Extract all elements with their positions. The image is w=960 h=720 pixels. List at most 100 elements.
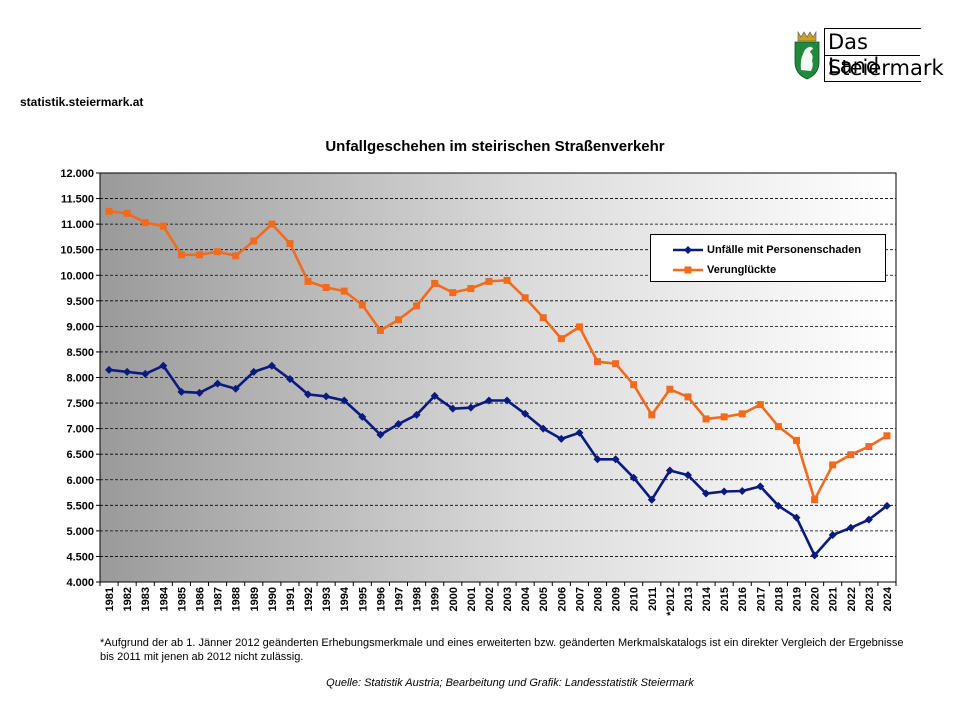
y-tick-label: 7.500 [66, 398, 94, 410]
x-tick-label: 2021 [828, 587, 840, 611]
data-point-unfaelle [575, 428, 584, 437]
x-tick-label: 1992 [303, 587, 315, 611]
data-point-unfaelle [376, 430, 385, 439]
data-point-verunglueckte [756, 401, 764, 409]
data-point-unfaelle [683, 471, 692, 480]
data-point-verunglueckte [774, 423, 782, 431]
y-axis: 4.000 4.500 5.000 5.500 6.000 6.500 7.000 7.500… [60, 168, 100, 589]
data-point-unfaelle [249, 367, 258, 376]
y-tick-label: 8.500 [66, 347, 94, 359]
data-point-verunglueckte [557, 335, 565, 343]
data-point-verunglueckte [738, 410, 746, 418]
data-point-unfaelle [231, 384, 240, 393]
x-tick-label: 1984 [158, 586, 170, 611]
x-tick-label: 2006 [556, 587, 568, 611]
data-point-unfaelle [484, 396, 493, 405]
data-point-unfaelle [738, 486, 747, 495]
data-point-verunglueckte [539, 314, 547, 322]
x-tick-label: 1987 [213, 587, 225, 611]
data-point-unfaelle [177, 387, 186, 396]
legend-item-verunglueckte: Verunglückte [651, 263, 885, 279]
data-point-verunglueckte [575, 323, 583, 331]
x-tick-label: 1982 [122, 587, 134, 611]
data-point-unfaelle [105, 365, 114, 374]
x-axis: 1981 1982 1983 1984 1985 1986 1987 1988 1989 1990… [99, 582, 897, 616]
data-point-unfaelle [448, 404, 457, 413]
x-tick-label: 1989 [249, 587, 261, 611]
x-tick-label: 1985 [176, 587, 188, 611]
data-point-verunglueckte [485, 277, 493, 285]
x-tick-label: 1991 [285, 587, 297, 611]
data-point-unfaelle [846, 523, 855, 532]
y-tick-label: 12.000 [60, 168, 94, 180]
x-tick-label: 2019 [792, 587, 804, 611]
data-point-verunglueckte [503, 276, 511, 284]
data-point-verunglueckte [340, 287, 348, 295]
data-point-verunglueckte [666, 385, 674, 393]
x-tick-label: 2011 [647, 587, 659, 611]
data-point-verunglueckte [594, 358, 601, 366]
x-tick-label: 1988 [231, 587, 243, 611]
data-point-verunglueckte [141, 219, 149, 227]
x-tick-label: 1999 [430, 587, 442, 611]
data-point-verunglueckte [232, 252, 240, 260]
x-tick-label: 2013 [683, 587, 695, 611]
data-point-verunglueckte [268, 220, 276, 228]
y-tick-label: 4.500 [66, 551, 94, 563]
x-tick-label: *2012 [665, 587, 677, 616]
data-point-verunglueckte [431, 279, 439, 287]
data-point-verunglueckte [793, 436, 800, 444]
data-point-verunglueckte [648, 411, 656, 419]
data-point-verunglueckte [865, 443, 873, 451]
data-point-unfaelle [593, 455, 602, 464]
data-point-unfaelle [430, 391, 439, 400]
x-tick-label: 2022 [846, 587, 858, 611]
legend-swatch-square-icon [673, 266, 703, 274]
data-point-unfaelle [611, 455, 620, 464]
data-point-verunglueckte [358, 301, 366, 309]
data-point-unfaelle [864, 515, 873, 524]
data-point-unfaelle [159, 361, 168, 370]
data-point-verunglueckte [811, 496, 819, 504]
data-point-verunglueckte [829, 461, 837, 469]
data-point-verunglueckte [612, 360, 620, 368]
data-point-verunglueckte [177, 251, 185, 259]
data-point-unfaelle [521, 409, 530, 418]
x-tick-label: 1983 [140, 587, 152, 611]
data-point-unfaelle [195, 388, 204, 397]
x-tick-label: 2010 [629, 587, 641, 611]
data-point-unfaelle [665, 466, 674, 475]
x-tick-label: 2015 [719, 587, 731, 611]
x-tick-label: 2003 [502, 587, 514, 611]
data-point-verunglueckte [720, 413, 728, 421]
legend-swatch-diamond-icon [673, 246, 703, 254]
x-tick-label: 1990 [267, 587, 279, 611]
data-point-verunglueckte [521, 294, 529, 302]
x-tick-label: 2001 [466, 587, 478, 611]
y-tick-label: 10.500 [60, 245, 94, 257]
x-tick-label: 1996 [375, 587, 387, 611]
data-point-unfaelle [557, 434, 566, 443]
data-point-unfaelle [340, 396, 349, 405]
x-tick-label: 2018 [773, 587, 785, 611]
data-point-unfaelle [810, 551, 819, 560]
data-point-unfaelle [702, 489, 711, 498]
footnote: *Aufgrund der ab 1. Jänner 2012 geändert… [100, 637, 904, 663]
data-point-verunglueckte [304, 277, 312, 285]
x-tick-label: 1997 [394, 587, 406, 611]
data-point-verunglueckte [159, 222, 167, 230]
x-tick-label: 1986 [195, 587, 207, 611]
y-tick-label: 10.000 [60, 270, 94, 282]
logo-divider [824, 55, 920, 56]
legend: Unfälle mit Personenschaden Verunglückte [650, 234, 886, 282]
data-point-unfaelle [774, 501, 783, 510]
x-tick-label: 2005 [538, 587, 550, 611]
x-tick-label: 1993 [321, 587, 333, 611]
y-tick-label: 11.500 [61, 194, 94, 206]
data-point-unfaelle [267, 361, 276, 370]
data-point-unfaelle [882, 501, 891, 510]
data-point-unfaelle [629, 473, 638, 482]
x-tick-label: 2007 [574, 587, 586, 611]
data-point-verunglueckte [449, 289, 457, 297]
